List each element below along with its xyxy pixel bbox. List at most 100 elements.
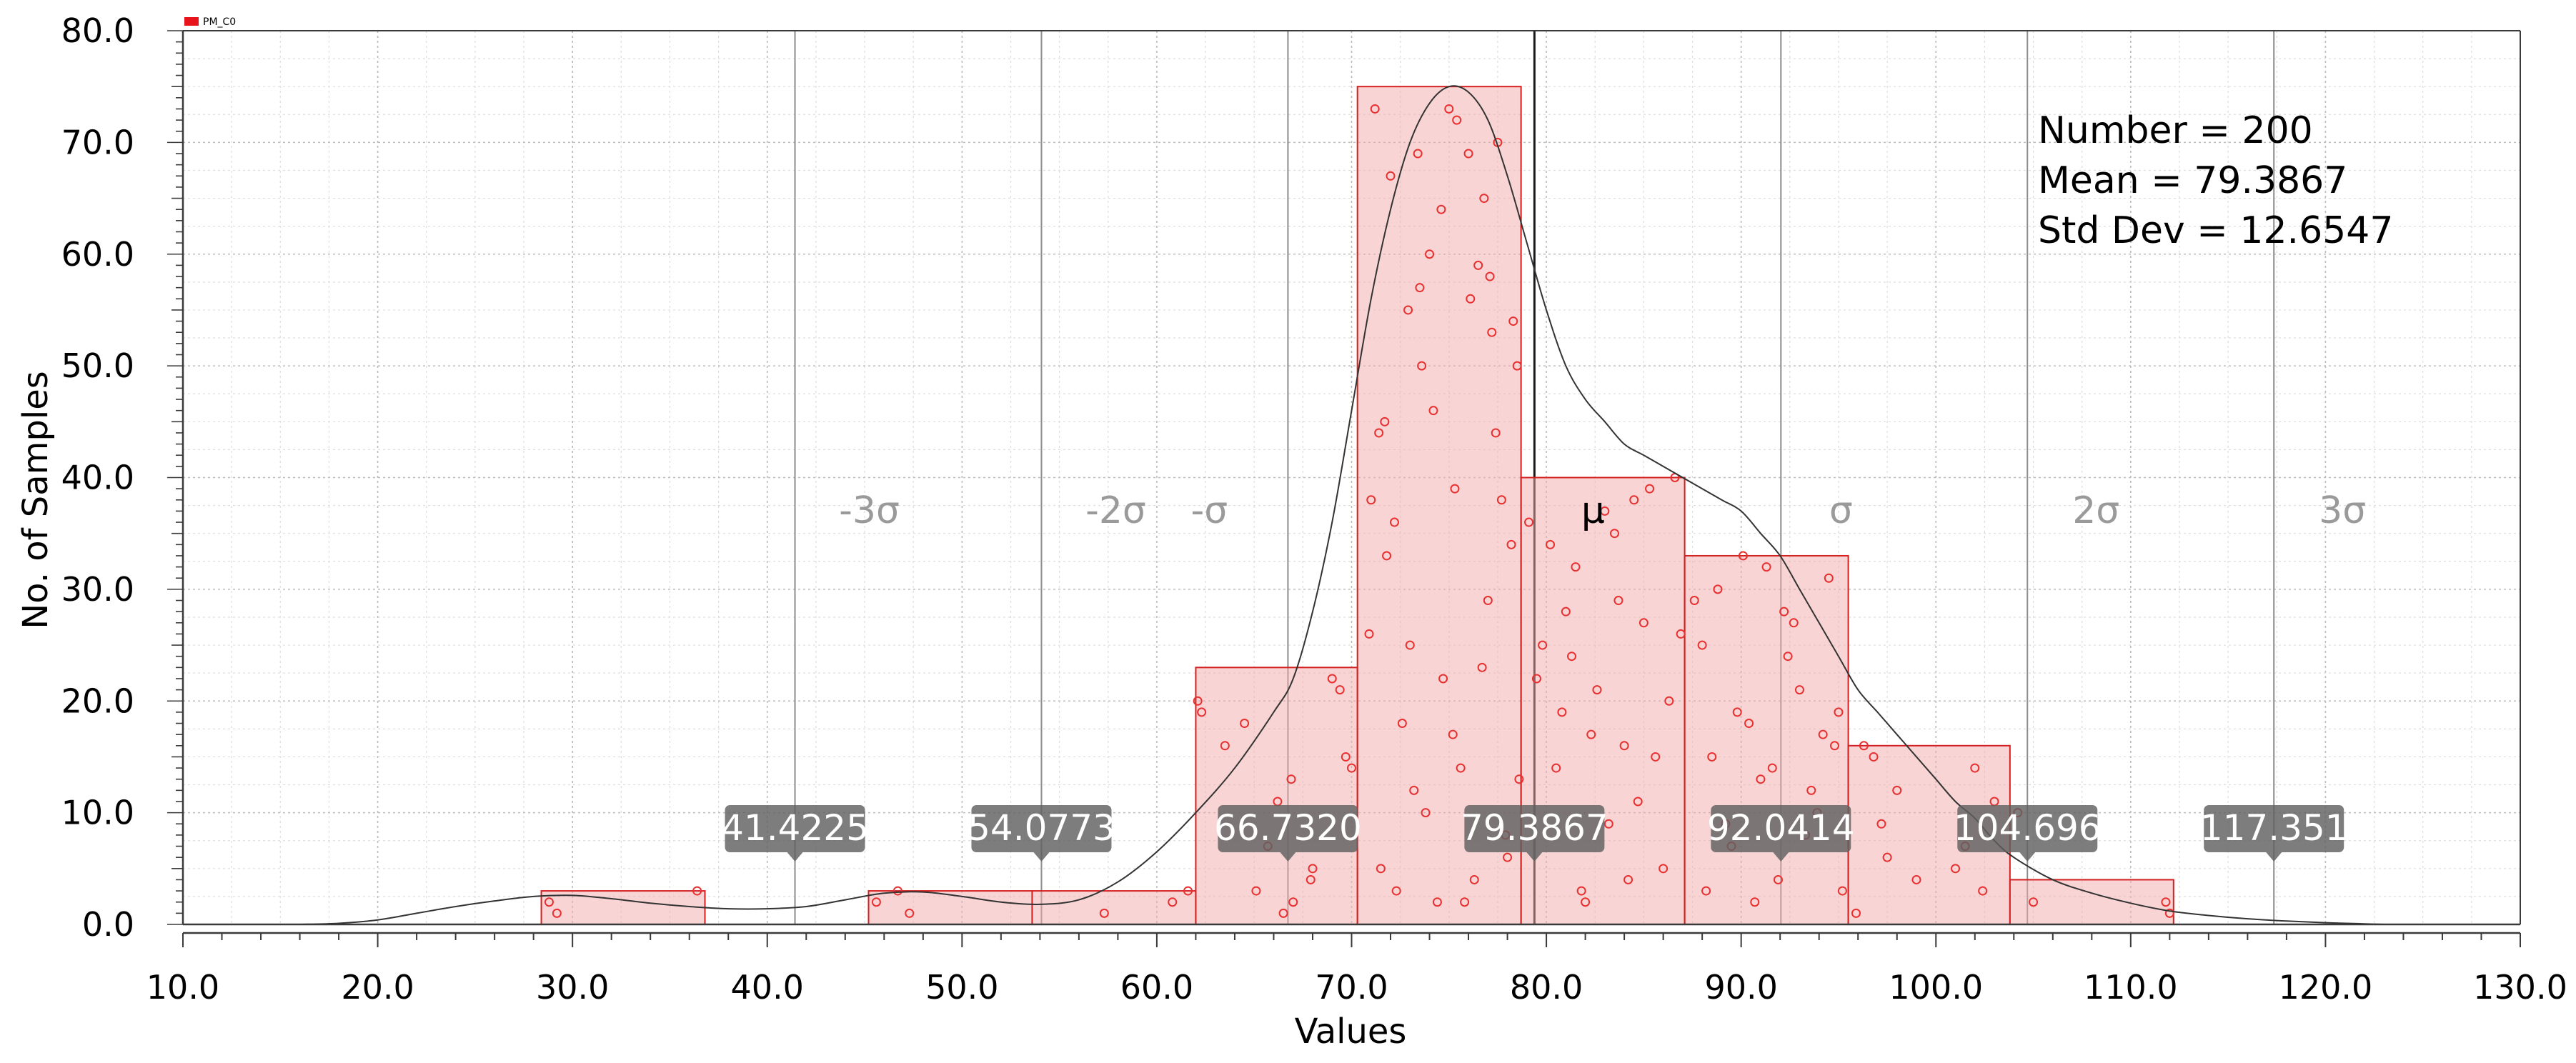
callout-value: 104.696 — [1954, 807, 2102, 849]
x-tick-label: 130.0 — [2473, 968, 2567, 1007]
sample-point — [1561, 607, 1571, 617]
sample-point — [905, 908, 915, 918]
x-tick-label: 90.0 — [1704, 968, 1777, 1007]
y-tick-label: 40.0 — [61, 459, 134, 497]
callout-value: 41.4225 — [721, 807, 869, 849]
sample-point — [871, 897, 881, 907]
sample-point — [1386, 171, 1396, 181]
x-tick-label: 100.0 — [1889, 968, 1983, 1007]
sample-point — [1251, 886, 1261, 896]
histogram-bar — [2009, 879, 2174, 925]
sample-point — [1491, 428, 1501, 438]
sample-point — [1278, 908, 1288, 918]
sample-point — [1531, 674, 1541, 684]
histogram-bar — [867, 890, 1033, 926]
sample-point — [1761, 562, 1771, 572]
sample-point — [1417, 361, 1427, 371]
x-tick-label: 40.0 — [731, 968, 804, 1007]
callout-value: 79.3867 — [1461, 807, 1608, 849]
stats-number: Number = 200 — [2038, 109, 2313, 152]
sample-point — [1382, 551, 1392, 561]
sample-point — [1428, 406, 1438, 416]
sample-point — [1405, 640, 1415, 650]
sample-point — [1477, 662, 1487, 672]
x-tick-label: 50.0 — [925, 968, 998, 1007]
sample-point — [892, 886, 902, 896]
sample-point — [1452, 115, 1462, 125]
sample-point — [1551, 763, 1561, 773]
sample-point — [552, 908, 562, 918]
sample-point — [1581, 897, 1591, 907]
sample-point — [1546, 539, 1556, 549]
histogram-bar — [540, 890, 706, 926]
callout-box — [971, 805, 1112, 852]
sample-point — [1288, 897, 1298, 907]
sample-point — [1609, 529, 1619, 539]
sample-point — [1421, 808, 1431, 818]
value-callout: 117.351 — [2200, 805, 2348, 862]
sample-point — [692, 886, 702, 896]
histogram-bar — [1195, 667, 1358, 926]
sample-point — [1557, 707, 1567, 717]
x-tick-label: 60.0 — [1120, 968, 1193, 1007]
sample-point — [1744, 719, 1754, 729]
x-tick-label: 10.0 — [146, 968, 219, 1007]
sample-point — [1485, 271, 1495, 281]
sample-point — [1450, 484, 1460, 494]
sample-point — [1779, 607, 1789, 617]
sample-points — [544, 104, 2174, 918]
sample-point — [1911, 874, 1921, 884]
sample-point — [1448, 729, 1458, 739]
sample-point — [1613, 596, 1623, 606]
sample-point — [1506, 539, 1516, 549]
sample-point — [1659, 864, 1669, 874]
sample-point — [1629, 495, 1639, 505]
sample-point — [1487, 327, 1497, 337]
y-tick-label: 20.0 — [61, 682, 134, 720]
sample-point — [1436, 204, 1446, 214]
sample-point — [1512, 361, 1522, 371]
callout-box — [1957, 805, 2098, 852]
sample-point — [1713, 584, 1723, 594]
sample-point — [1586, 729, 1596, 739]
legend: PM_C0 — [184, 16, 236, 28]
sample-point — [1524, 517, 1534, 527]
sigma-label: -3σ — [839, 489, 900, 532]
y-tick-label: 50.0 — [61, 346, 134, 385]
x-axis-title: Values — [1295, 1012, 1407, 1052]
sample-point — [1603, 819, 1613, 829]
sample-point — [1286, 774, 1296, 784]
sample-point — [1794, 685, 1804, 695]
sample-point — [1099, 908, 1109, 918]
sample-point — [1664, 696, 1674, 706]
sigma-label: -σ — [1191, 489, 1228, 532]
sample-point — [1756, 774, 1766, 784]
y-axis-title: No. of Samples — [16, 371, 56, 629]
sample-point — [1391, 886, 1401, 896]
sample-point — [1444, 104, 1454, 114]
callout-box — [1711, 805, 1851, 852]
histogram-bar — [1031, 890, 1197, 926]
sample-point — [1389, 517, 1399, 527]
callout-box — [1464, 805, 1605, 852]
sample-point — [1824, 573, 1834, 583]
sample-point — [1633, 797, 1643, 807]
stats-std-dev: Std Dev = 12.6547 — [2038, 209, 2393, 252]
callout-pointer — [1773, 852, 1789, 862]
histogram-bar — [1520, 476, 1686, 925]
sample-point — [1168, 897, 1178, 907]
histogram-bars — [540, 86, 2174, 926]
sample-point — [1851, 908, 1861, 918]
sample-point — [1783, 652, 1793, 662]
sample-point — [1306, 874, 1316, 884]
sample-point — [1689, 596, 1699, 606]
sample-point — [1830, 741, 1840, 751]
sample-point — [1364, 629, 1374, 639]
x-tick-label: 20.0 — [341, 968, 414, 1007]
sample-point — [1193, 696, 1203, 706]
value-callout: 41.4225 — [721, 805, 869, 862]
y-tick-label: 30.0 — [61, 570, 134, 609]
sample-point — [1567, 652, 1577, 662]
x-tick-label: 70.0 — [1315, 968, 1388, 1007]
